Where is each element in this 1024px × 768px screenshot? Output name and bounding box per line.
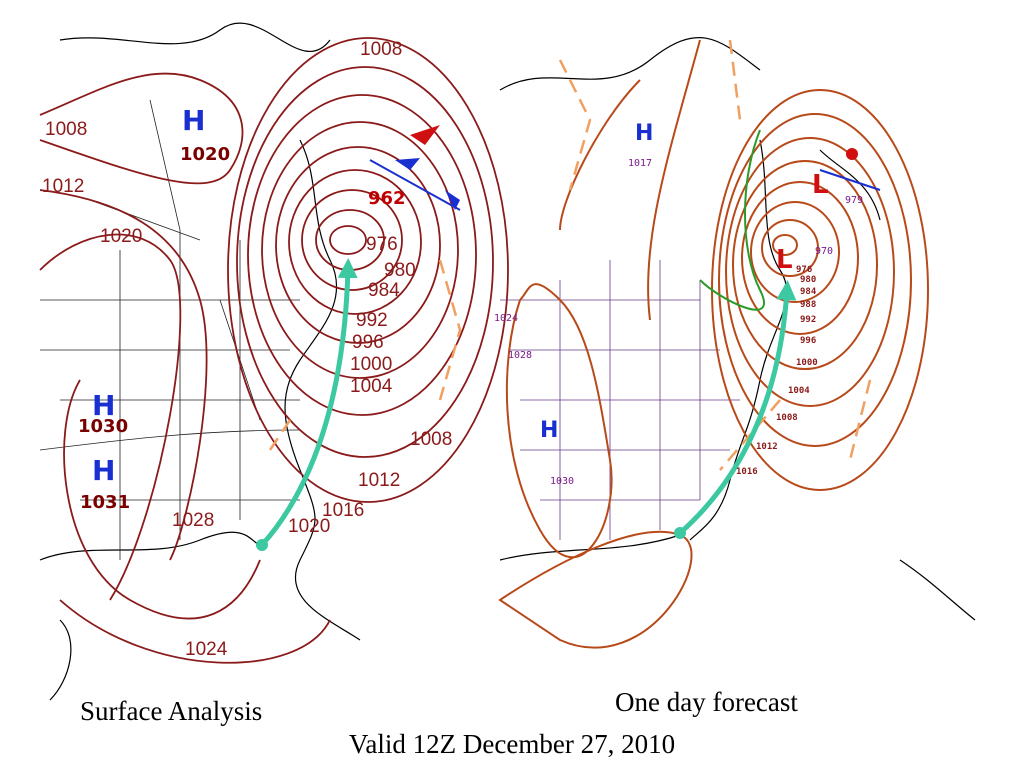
valid-time: Valid 12Z December 27, 2010 — [349, 729, 675, 759]
warm-front — [369, 159, 461, 211]
map-label: H — [540, 418, 558, 443]
borders — [500, 260, 740, 540]
track-start — [256, 539, 268, 551]
map-label: 1028 — [508, 350, 532, 361]
map-label: H — [182, 104, 205, 137]
map-label: 980 — [800, 275, 816, 285]
track-start — [674, 527, 686, 539]
map-label: 1016 — [736, 467, 758, 477]
right-caption: One day forecast — [615, 687, 798, 717]
map-label: 1020 — [288, 516, 330, 537]
map-label: 976 — [796, 265, 812, 275]
map-label: 980 — [384, 260, 416, 281]
map-label: H — [92, 389, 115, 422]
map-label: 1031 — [80, 492, 130, 513]
map-label: L — [776, 245, 793, 275]
storm-track-arrow — [259, 258, 358, 548]
coastline — [39, 22, 361, 701]
map-label: 970 — [815, 246, 833, 257]
map-label: 996 — [800, 336, 816, 346]
left-caption: Surface Analysis — [80, 696, 262, 726]
front-symbols — [395, 158, 460, 210]
map-label: 1008 — [360, 39, 402, 60]
map-label: 962 — [368, 188, 406, 209]
map-label: 1000 — [350, 354, 392, 375]
map-label: 976 — [366, 234, 398, 255]
map-label: 979 — [845, 195, 863, 206]
map-label: 1016 — [322, 500, 364, 521]
coastline — [499, 37, 976, 621]
front-symbols — [846, 148, 858, 160]
map-label: 1030 — [550, 476, 574, 487]
trough — [268, 259, 462, 451]
storm-track-arrow — [677, 280, 797, 536]
front — [819, 169, 881, 191]
map-label: 1004 — [350, 376, 393, 397]
borders — [39, 99, 301, 560]
isobars — [39, 37, 509, 664]
trough — [558, 39, 872, 471]
map-label: 984 — [800, 287, 817, 297]
map-label: 1024 — [185, 639, 228, 660]
map-label: 988 — [800, 300, 816, 310]
map-label: 1030 — [78, 416, 128, 437]
map-label: 1008 — [776, 413, 798, 423]
map-label: L — [812, 170, 829, 200]
map-label: 1008 — [410, 429, 452, 450]
map-label: H — [635, 121, 653, 146]
map-label: 1024 — [494, 313, 518, 324]
isobars — [498, 39, 929, 649]
map-label: 1012 — [42, 176, 84, 197]
map-label: 992 — [356, 310, 388, 331]
front-symbols — [410, 125, 440, 145]
map-label: 996 — [352, 332, 384, 353]
map-label: 992 — [800, 315, 816, 325]
map-label: 1004 — [788, 386, 810, 396]
surface-analysis-map: 1008 H102010121020H1030H10311028102410201… — [39, 22, 509, 701]
map-label: 1020 — [180, 144, 230, 165]
map-label: 1017 — [628, 158, 652, 169]
map-label: H — [92, 454, 115, 487]
front — [699, 129, 765, 311]
map-label: 1028 — [172, 510, 214, 531]
map-label: 984 — [368, 280, 400, 301]
map-label: 1012 — [358, 470, 400, 491]
map-label: 1000 — [796, 358, 818, 368]
map-label: 1008 — [45, 119, 87, 140]
map-label: 1012 — [756, 442, 778, 452]
map-label: 1020 — [100, 226, 142, 247]
